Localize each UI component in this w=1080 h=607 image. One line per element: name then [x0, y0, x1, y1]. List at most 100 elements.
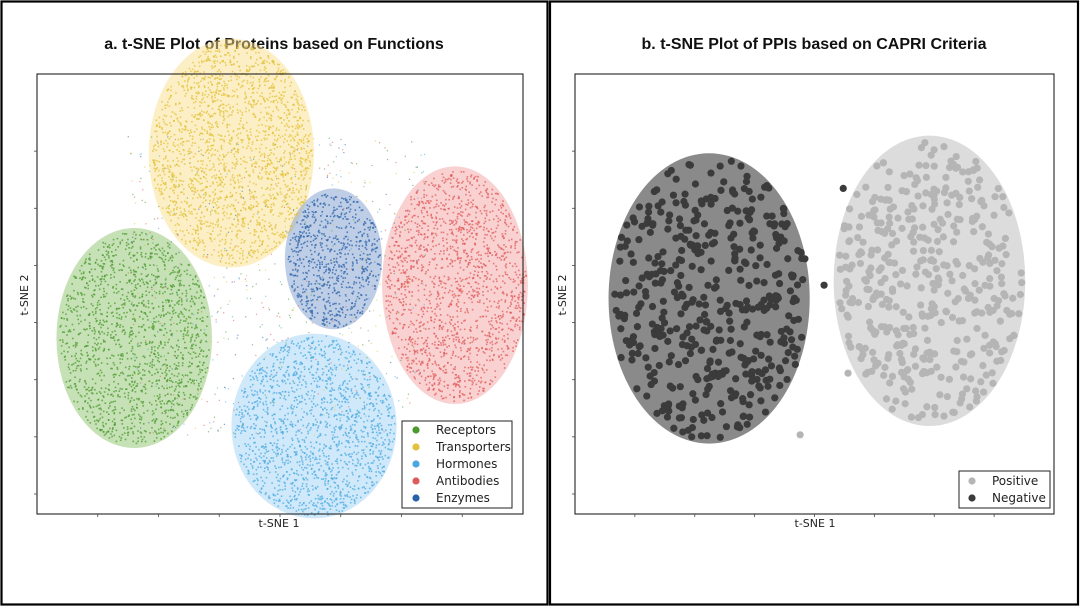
data-point-receptors — [114, 386, 117, 389]
data-point-transporters — [250, 46, 253, 49]
data-point-hormones — [323, 354, 325, 357]
data-point-receptors — [73, 289, 75, 292]
data-point-transporters — [276, 75, 278, 77]
data-point — [198, 208, 200, 210]
data-point-transporters — [236, 96, 239, 99]
data-point — [340, 138, 342, 141]
data-point-transporters — [255, 51, 257, 54]
data-point-hormones — [379, 463, 382, 465]
data-point-transporters — [197, 169, 199, 172]
data-point-receptors — [115, 283, 118, 286]
data-point-transporters — [248, 175, 251, 178]
data-point-receptors — [75, 385, 77, 387]
data-point-hormones — [284, 349, 286, 351]
data-point-transporters — [268, 62, 271, 64]
data-point-transporters — [224, 155, 226, 158]
data-point-receptors — [130, 357, 133, 360]
data-point-transporters — [243, 241, 245, 244]
data-point — [217, 341, 219, 343]
data-point-hormones — [363, 374, 366, 376]
data-point-receptors — [121, 294, 124, 296]
data-point — [208, 203, 211, 205]
data-point-transporters — [245, 74, 248, 77]
data-point — [170, 241, 172, 243]
chart-a: a. t-SNE Plot of Proteins based on Funct… — [18, 36, 528, 530]
data-point-transporters — [185, 73, 188, 76]
data-point-transporters — [303, 201, 305, 203]
data-point-transporters — [264, 165, 267, 168]
data-point-transporters — [260, 178, 263, 180]
data-point-hormones — [342, 507, 345, 509]
data-point-transporters — [225, 233, 228, 235]
data-point-transporters — [199, 195, 201, 197]
data-point-receptors — [85, 258, 87, 260]
data-point-transporters — [193, 237, 195, 240]
data-point-hormones — [325, 387, 328, 390]
data-point-transporters — [209, 236, 212, 239]
data-point-hormones — [295, 510, 298, 512]
data-point — [384, 147, 386, 149]
data-point-transporters — [232, 179, 235, 182]
data-point-transporters — [205, 90, 207, 93]
data-point-hormones — [329, 401, 332, 404]
data-point-transporters — [198, 56, 200, 59]
data-point-hormones — [326, 359, 329, 362]
data-point-receptors — [130, 326, 132, 329]
data-point — [285, 230, 287, 232]
data-point-hormones — [331, 368, 334, 371]
data-point-transporters — [160, 141, 162, 144]
data-point — [308, 263, 311, 265]
data-point-transporters — [266, 187, 269, 189]
data-point-transporters — [158, 125, 161, 128]
data-point-transporters — [279, 117, 281, 120]
data-point-receptors — [128, 368, 130, 370]
data-point-transporters — [273, 63, 276, 65]
data-point-transporters — [211, 96, 213, 99]
data-point-hormones — [316, 368, 319, 371]
data-point-transporters — [280, 159, 283, 161]
data-point-hormones — [344, 356, 347, 359]
data-point-hormones — [342, 381, 345, 383]
data-point-transporters — [215, 212, 217, 214]
data-point — [201, 398, 203, 400]
data-point-transporters — [301, 201, 304, 203]
data-point-transporters — [263, 160, 266, 162]
data-point — [327, 164, 329, 166]
data-point-transporters — [172, 201, 175, 204]
data-point-transporters — [253, 241, 256, 244]
data-point-receptors — [97, 348, 100, 350]
data-point-transporters — [172, 151, 174, 153]
data-point-transporters — [291, 192, 293, 194]
data-point-receptors — [176, 368, 179, 370]
data-point-transporters — [236, 111, 239, 114]
data-point-transporters — [224, 238, 227, 241]
data-point-receptors — [166, 242, 169, 244]
data-point-receptors — [128, 365, 131, 368]
data-point-receptors — [162, 307, 164, 310]
data-point — [298, 346, 300, 348]
data-point-receptors — [143, 305, 145, 307]
data-point-transporters — [261, 187, 263, 189]
data-point-transporters — [270, 177, 273, 180]
data-point-transporters — [286, 117, 289, 119]
data-point-receptors — [120, 353, 123, 356]
data-point — [161, 365, 163, 367]
data-point-transporters — [258, 78, 261, 81]
data-point — [348, 327, 350, 329]
data-point-transporters — [225, 154, 228, 156]
data-point-hormones — [388, 448, 391, 451]
data-point-transporters — [223, 249, 226, 252]
data-point-transporters — [205, 185, 207, 188]
data-point-receptors — [111, 263, 113, 266]
data-point-hormones — [318, 353, 321, 355]
data-point-transporters — [296, 111, 299, 113]
data-point-receptors — [124, 438, 127, 441]
data-point-receptors — [134, 390, 137, 393]
data-point-hormones — [255, 419, 258, 421]
data-point — [144, 244, 146, 247]
data-point-hormones — [331, 343, 333, 346]
data-point-receptors — [94, 388, 96, 391]
data-point-transporters — [203, 197, 205, 199]
data-point — [352, 317, 354, 319]
data-point-transporters — [245, 95, 247, 98]
